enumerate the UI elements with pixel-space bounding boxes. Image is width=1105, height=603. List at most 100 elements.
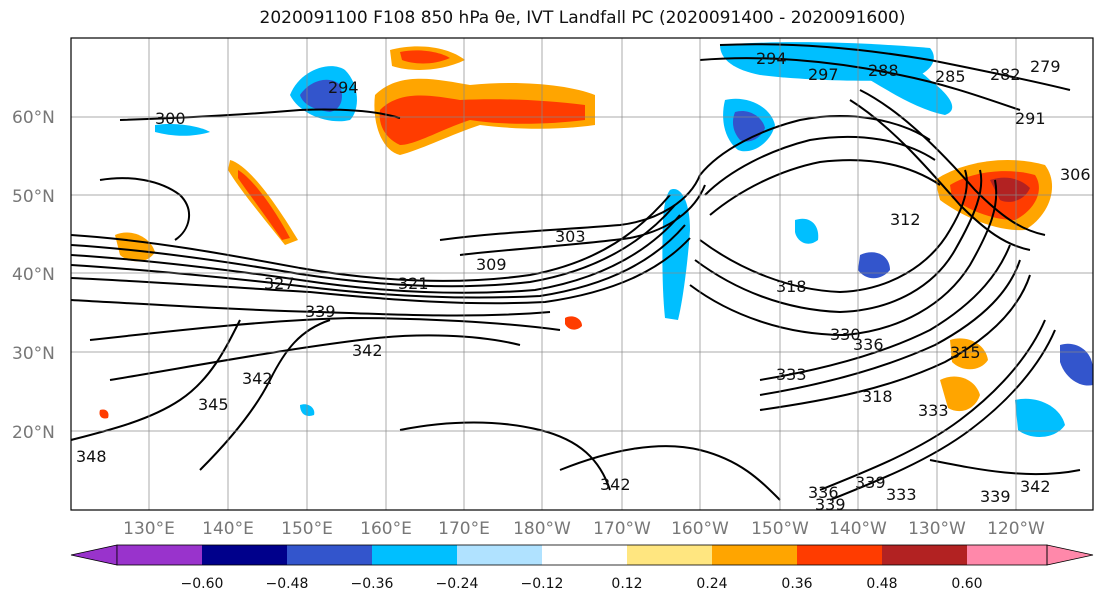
contour-label: 303: [555, 227, 586, 246]
graticule: [71, 38, 1093, 510]
contour-label: 312: [890, 210, 921, 229]
contour-label: 309: [476, 255, 507, 274]
colorbar-bin: [372, 545, 457, 565]
longitude-label: 120°W: [987, 519, 1045, 539]
longitude-axis: 130°E 140°E 150°E 160°E 170°E 180°W 170°…: [123, 519, 1045, 539]
longitude-label: 130°E: [123, 519, 175, 539]
contour-label: 330: [830, 325, 861, 344]
map-frame: [70, 37, 1094, 511]
longitude-label: 170°E: [438, 519, 490, 539]
negative-anomaly-region: [849, 50, 953, 115]
colorbar-bin: [287, 545, 372, 565]
colorbar: −0.60 −0.48 −0.36 −0.24 −0.12 0.12 0.24 …: [70, 544, 1094, 592]
latitude-axis: 60°N 50°N 40°N 30°N 20°N: [12, 108, 55, 443]
colorbar-bin: [117, 545, 202, 565]
colorbar-tick-label: 0.12: [611, 576, 642, 592]
colorbar-bin: [882, 545, 967, 565]
contour-label: 345: [198, 395, 229, 414]
positive-anomaly-region: [379, 95, 585, 145]
negative-anomaly-region: [1015, 398, 1065, 437]
latitude-label: 30°N: [12, 344, 55, 364]
negative-anomaly-region: [300, 79, 342, 112]
colorbar-bin: [797, 545, 882, 565]
positive-anomaly-region: [565, 316, 582, 330]
colorbar-extend-low: [70, 544, 118, 566]
contour-label: 288: [868, 61, 899, 80]
colorbar-bin: [542, 545, 627, 565]
contour-label: 342: [1020, 477, 1051, 496]
negative-anomaly-region: [1060, 343, 1093, 386]
longitude-label: 170°W: [593, 519, 651, 539]
longitude-label: 160°W: [671, 519, 729, 539]
positive-anomaly-region: [238, 170, 290, 240]
negative-anomaly-region: [662, 189, 690, 320]
contour-label: 285: [935, 67, 966, 86]
contour-label: 279: [1030, 57, 1061, 76]
contour-label: 291: [1015, 109, 1046, 128]
contour-label: 342: [600, 475, 631, 494]
contour-label: 342: [242, 369, 273, 388]
colorbar-tick-label: −0.60: [181, 576, 224, 592]
contour-label: 339: [855, 473, 886, 492]
longitude-label: 150°W: [751, 519, 809, 539]
contour-label: 348: [76, 447, 107, 466]
colorbar-tick-label: −0.36: [351, 576, 394, 592]
contour-label: 333: [886, 485, 917, 504]
colorbar-bin: [712, 545, 797, 565]
longitude-label: 140°E: [202, 519, 254, 539]
contour-label: 327: [264, 274, 295, 293]
positive-anomaly-region: [400, 50, 450, 64]
contour-label: 300: [155, 109, 186, 128]
negative-anomaly-region: [155, 123, 210, 136]
positive-anomaly-region: [940, 376, 980, 412]
contour-label: 333: [776, 365, 807, 384]
colorbar-tick-label: 0.36: [781, 576, 812, 592]
colorbar-frame: [116, 544, 1048, 566]
longitude-label: 160°E: [360, 519, 412, 539]
contour-label: 342: [352, 341, 383, 360]
positive-anomaly-region: [990, 177, 1030, 202]
contour-label: 297: [808, 65, 839, 84]
colorbar-bin: [202, 545, 287, 565]
contour-label: 321: [398, 274, 429, 293]
latitude-label: 20°N: [12, 423, 55, 443]
colorbar-tick-label: −0.48: [266, 576, 309, 592]
latitude-label: 60°N: [12, 108, 55, 128]
longitude-label: 140°W: [829, 519, 887, 539]
contour-label: 336: [808, 483, 839, 502]
colorbar-tick-label: 0.48: [866, 576, 897, 592]
contour-label: 294: [328, 78, 359, 97]
longitude-label: 150°E: [281, 519, 333, 539]
colorbar-bin: [627, 545, 712, 565]
positive-anomaly-region: [99, 409, 109, 419]
longitude-label: 180°W: [513, 519, 571, 539]
latitude-label: 50°N: [12, 187, 55, 207]
negative-anomaly-region: [795, 218, 819, 244]
contour-label: 318: [862, 387, 893, 406]
map-title: 2020091100 F108 850 hPa θe, IVT Landfall…: [259, 8, 906, 28]
colorbar-bin: [457, 545, 542, 565]
contour-label: 339: [305, 302, 336, 321]
contour-lines: [71, 43, 1081, 501]
colorbar-tick-label: −0.24: [436, 576, 479, 592]
negative-anomaly-region: [858, 252, 890, 279]
contour-label: 339: [980, 487, 1011, 506]
contour-label: 339: [815, 495, 846, 514]
contour-label: 336: [853, 335, 884, 354]
colorbar-tick-label: 0.24: [696, 576, 727, 592]
contour-label: 315: [950, 343, 981, 362]
positive-anomaly-region: [950, 338, 988, 370]
contour-label-group: 300 294 294 297 288 285 282 279 291 306 …: [76, 49, 1091, 514]
contour-label: 306: [1060, 165, 1091, 184]
colorbar-extend-high: [1046, 544, 1094, 566]
contour-label: 318: [776, 277, 807, 296]
colorbar-tick-label: 0.60: [951, 576, 982, 592]
contour-label: 282: [990, 65, 1021, 84]
colorbar-tick-label: −0.12: [521, 576, 564, 592]
latitude-label: 40°N: [12, 265, 55, 285]
contour-label: 294: [756, 49, 787, 68]
contour-label: 333: [918, 401, 949, 420]
colorbar-bin: [967, 545, 1047, 565]
longitude-label: 130°W: [908, 519, 966, 539]
